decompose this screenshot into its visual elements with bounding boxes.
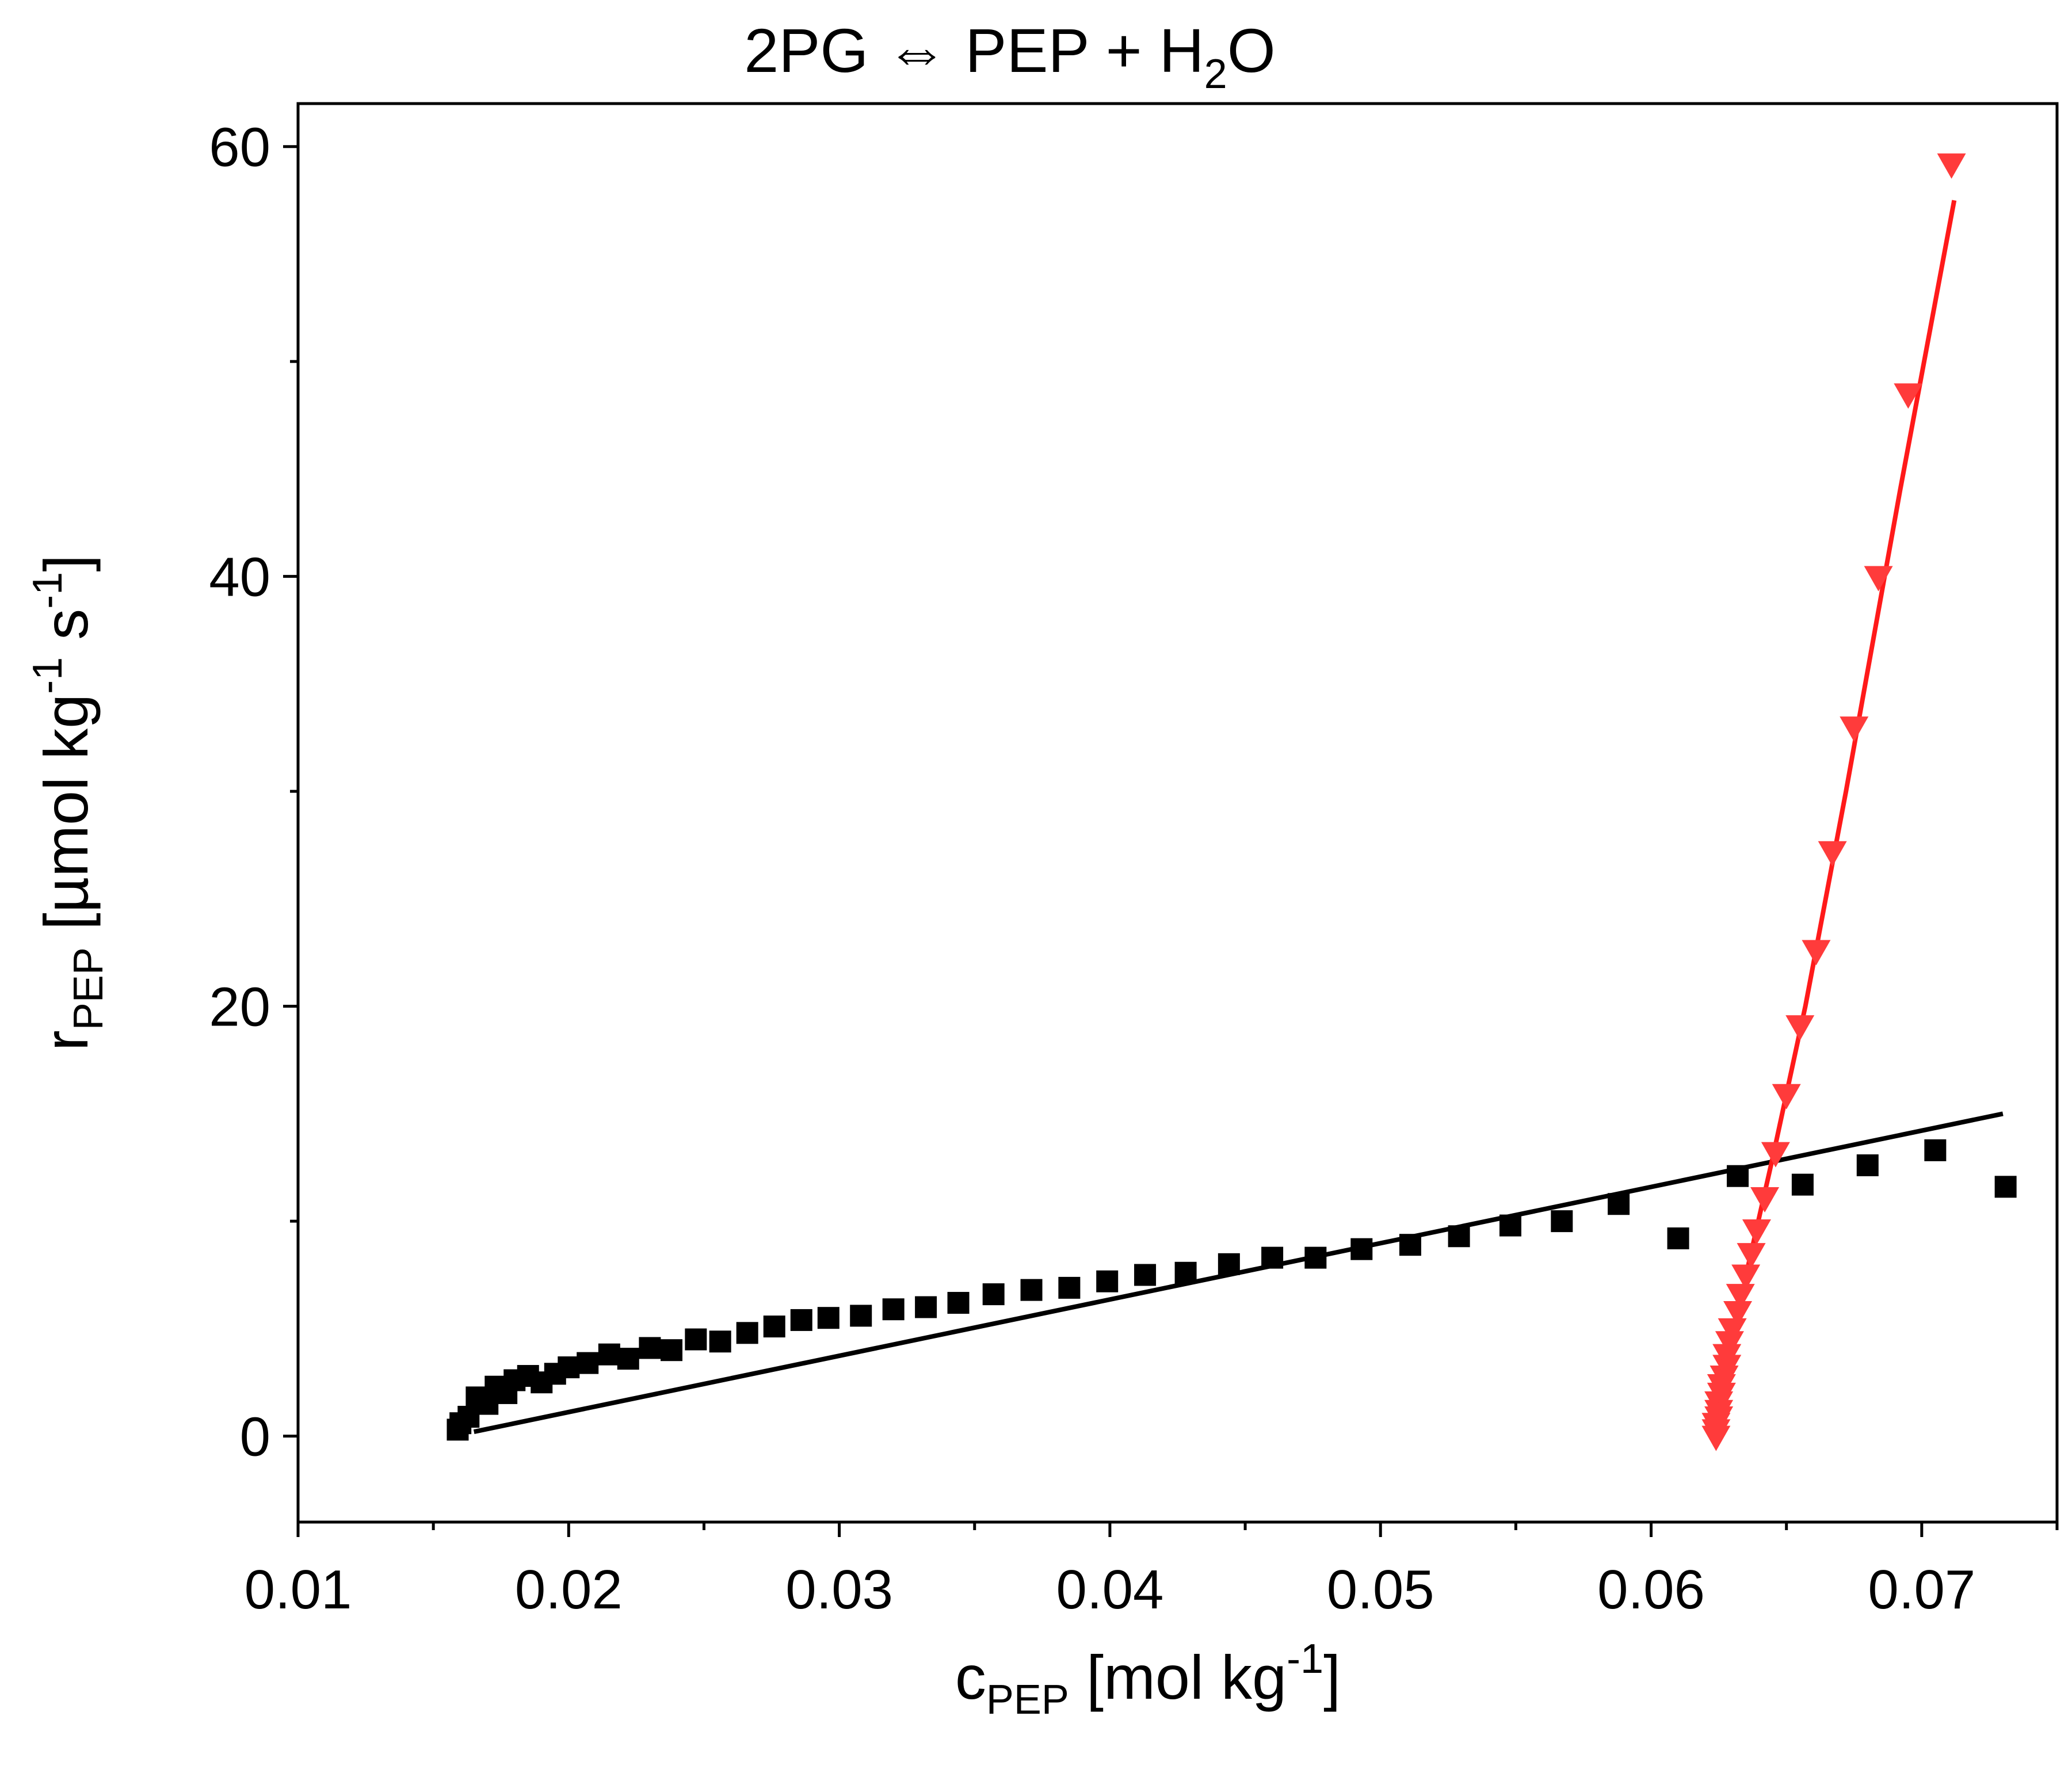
data-point xyxy=(1399,1234,1421,1256)
fit-lines xyxy=(473,200,2004,1437)
data-point xyxy=(1058,1276,1081,1299)
x-tick-label: 0.02 xyxy=(515,1559,623,1620)
data-point xyxy=(1840,716,1869,742)
data-series xyxy=(447,153,2017,1451)
data-point xyxy=(1712,1344,1742,1370)
data-point xyxy=(1731,1264,1761,1290)
data-point xyxy=(1499,1214,1521,1237)
x-tick-label: 0.05 xyxy=(1327,1559,1434,1620)
data-point xyxy=(947,1292,970,1314)
x-tick-label: 0.04 xyxy=(1056,1559,1164,1620)
data-point xyxy=(1020,1279,1043,1301)
data-point xyxy=(1894,383,1923,409)
data-point xyxy=(915,1296,937,1318)
data-point xyxy=(1715,1331,1744,1357)
x-tick-label: 0.01 xyxy=(245,1559,352,1620)
data-point xyxy=(1750,1187,1780,1213)
data-point xyxy=(1551,1210,1573,1233)
data-point xyxy=(1667,1227,1689,1249)
data-point xyxy=(817,1307,840,1329)
data-point xyxy=(1718,1318,1747,1344)
data-point xyxy=(1924,1139,1947,1161)
data-point xyxy=(1134,1264,1157,1286)
y-axis-label: rPEP [µmol kg-1 s-1] xyxy=(25,555,112,1051)
data-point xyxy=(685,1328,707,1351)
data-point xyxy=(639,1337,661,1359)
data-point xyxy=(1261,1246,1284,1269)
data-point xyxy=(1791,1173,1814,1196)
data-point xyxy=(558,1356,580,1379)
data-point xyxy=(1723,1301,1753,1326)
y-tick-label: 20 xyxy=(209,977,270,1038)
data-point xyxy=(1448,1225,1470,1248)
data-point xyxy=(850,1305,872,1327)
data-point xyxy=(982,1283,1005,1306)
data-point xyxy=(1174,1261,1197,1284)
data-point xyxy=(1096,1270,1119,1292)
data-point xyxy=(709,1330,731,1353)
data-point xyxy=(617,1348,639,1370)
series-black-squares xyxy=(447,1139,2017,1441)
data-point xyxy=(736,1322,758,1344)
x-tick-label: 0.06 xyxy=(1597,1559,1705,1620)
data-point xyxy=(1785,1015,1815,1041)
data-point xyxy=(1761,1142,1790,1168)
data-point xyxy=(1864,566,1893,592)
data-point xyxy=(457,1405,480,1428)
data-point xyxy=(1818,841,1847,867)
x-tick-label: 0.07 xyxy=(1868,1559,1975,1620)
chart-title: 2PG ⇔ PEP + H2O xyxy=(744,16,1275,97)
data-point xyxy=(1856,1154,1879,1177)
x-tick-label: 0.03 xyxy=(785,1559,893,1620)
series-red-triangles xyxy=(1701,153,1966,1451)
y-tick-label: 0 xyxy=(240,1406,270,1468)
data-point xyxy=(1608,1193,1630,1215)
data-point xyxy=(1350,1238,1373,1260)
data-point xyxy=(661,1339,683,1362)
data-point xyxy=(1218,1253,1240,1275)
data-point xyxy=(882,1298,905,1321)
data-point xyxy=(1727,1165,1749,1187)
data-point xyxy=(1742,1219,1771,1245)
x-axis-ticks: 0.01 0.02 0.03 0.04 0.05 0.06 0.07 xyxy=(245,1522,2059,1620)
data-point xyxy=(577,1352,599,1374)
plot-frame xyxy=(296,102,2059,1524)
data-point xyxy=(790,1309,812,1331)
y-tick-label: 60 xyxy=(209,117,270,178)
data-point xyxy=(598,1343,620,1366)
data-point xyxy=(1937,153,1966,179)
data-point xyxy=(1802,940,1831,966)
data-point xyxy=(1772,1084,1801,1109)
x-axis-label: cPEP [mol kg-1] xyxy=(955,1636,1341,1723)
y-axis-ticks: 0 20 40 60 xyxy=(209,117,298,1468)
data-point xyxy=(1737,1243,1766,1269)
data-point xyxy=(1304,1246,1327,1269)
data-point xyxy=(763,1315,785,1338)
y-tick-label: 40 xyxy=(209,547,270,608)
data-point xyxy=(1726,1284,1755,1310)
data-point xyxy=(1994,1176,2017,1198)
